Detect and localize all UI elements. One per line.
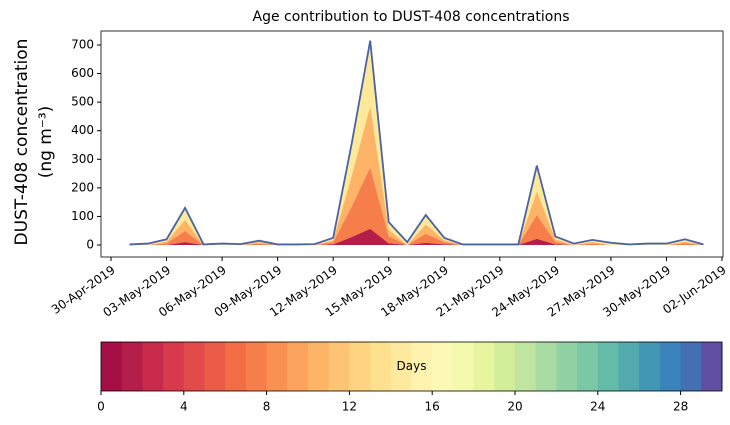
- y-tick-label: 500: [71, 95, 94, 109]
- colorbar-segment: [370, 342, 392, 391]
- y-tick-label: 100: [71, 209, 94, 223]
- colorbar-segment: [597, 342, 619, 391]
- plot-frame: [100, 30, 724, 258]
- colorbar-segment: [432, 342, 454, 391]
- colorbar-segment: [390, 342, 412, 391]
- colorbar-segment: [349, 342, 371, 391]
- colorbar-segment: [659, 342, 682, 391]
- area-band: [129, 228, 704, 245]
- colorbar-segment: [163, 342, 185, 391]
- y-tick-label: 600: [71, 66, 94, 80]
- area-band: [129, 40, 704, 245]
- colorbar-segment: [701, 342, 723, 391]
- colorbar-tick-label: 24: [590, 400, 605, 414]
- y-tick-label: 400: [71, 123, 94, 137]
- colorbar-tick-label: 12: [342, 400, 357, 414]
- y-axis-label: DUST-408 concentration: [12, 39, 32, 246]
- y-tick-label: 0: [86, 238, 94, 252]
- colorbar-segment: [183, 342, 205, 391]
- colorbar-segment: [328, 342, 350, 391]
- colorbar-segment: [225, 342, 247, 391]
- colorbar-label: Days: [397, 359, 427, 373]
- colorbar-segment: [287, 342, 309, 391]
- colorbar-segment: [204, 342, 226, 391]
- colorbar-segment: [515, 342, 537, 391]
- colorbar-frame: [100, 341, 723, 392]
- colorbar-tick-label: 16: [425, 400, 440, 414]
- y-tick-label: 200: [71, 180, 94, 194]
- colorbar-segment: [266, 342, 288, 391]
- colorbar-segment: [121, 342, 143, 391]
- colorbar-segment: [639, 342, 661, 391]
- y-tick-label: 700: [71, 38, 94, 52]
- colorbar-segment: [308, 342, 330, 391]
- colorbar-tick-label: 4: [180, 400, 188, 414]
- colorbar-segment: [245, 342, 268, 391]
- colorbar-segment: [535, 342, 557, 391]
- total-line: [129, 40, 704, 246]
- colorbar-tick-label: 28: [673, 400, 688, 414]
- area-band: [129, 105, 704, 245]
- colorbar-segment: [101, 342, 123, 391]
- colorbar-segment: [411, 342, 433, 391]
- colorbar-tick-label: 0: [97, 400, 105, 414]
- colorbar-segment: [680, 342, 702, 391]
- y-tick-label: 300: [71, 152, 94, 166]
- colorbar-segment: [577, 342, 599, 391]
- colorbar-segment: [618, 342, 640, 391]
- colorbar-segment: [473, 342, 495, 391]
- colorbar-segment: [494, 342, 516, 391]
- y-axis-label: (ng m⁻³): [36, 106, 56, 179]
- area-band: [129, 167, 704, 245]
- colorbar-tick-label: 8: [263, 400, 271, 414]
- colorbar-segment: [452, 342, 475, 391]
- colorbar-tick-label: 20: [507, 400, 522, 414]
- colorbar-segment: [142, 342, 164, 391]
- colorbar-segment: [556, 342, 578, 391]
- chart-title: Age contribution to DUST-408 concentrati…: [253, 9, 570, 25]
